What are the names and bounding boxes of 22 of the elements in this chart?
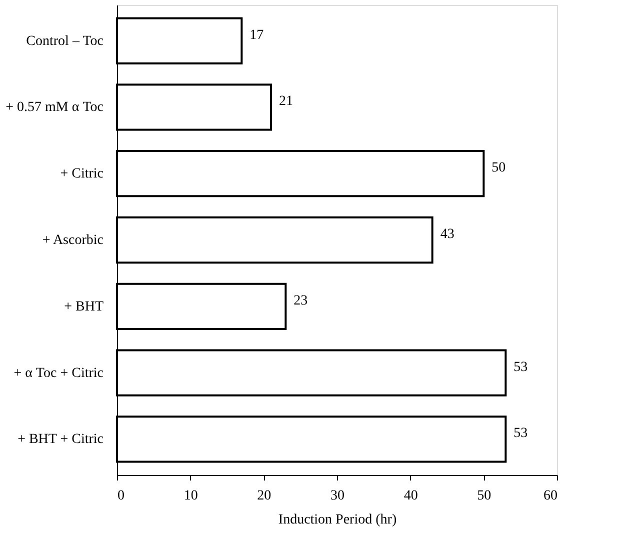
data-label: 53 — [514, 360, 528, 375]
y-tick-label: + Citric — [60, 166, 104, 182]
y-tick-label: + BHT — [64, 299, 104, 314]
y-tick-label: + Ascorbic — [42, 233, 104, 248]
x-tick-label: 60 — [544, 488, 558, 504]
data-label: 53 — [514, 426, 528, 442]
x-tick-label: 30 — [330, 488, 344, 504]
x-axis-title: Induction Period (hr) — [278, 512, 397, 528]
data-label: 43 — [440, 227, 454, 242]
y-tick-label: + BHT + Citric — [18, 432, 104, 448]
data-label: 21 — [279, 94, 293, 110]
x-tick-label: 40 — [404, 488, 418, 504]
x-tick-label: 20 — [257, 488, 272, 504]
data-label: 23 — [294, 293, 308, 308]
data-label: 17 — [250, 28, 264, 43]
data-label: 50 — [492, 160, 506, 176]
x-tick-label: 10 — [184, 488, 198, 504]
y-tick-label: + α Toc + Citric — [14, 366, 104, 381]
y-tick-label: Control – Toc — [26, 34, 104, 49]
x-tick-label: 50 — [477, 488, 492, 504]
x-tick-label: 0 — [118, 488, 124, 504]
y-tick-label: + 0.57 mM α Toc — [6, 100, 104, 116]
